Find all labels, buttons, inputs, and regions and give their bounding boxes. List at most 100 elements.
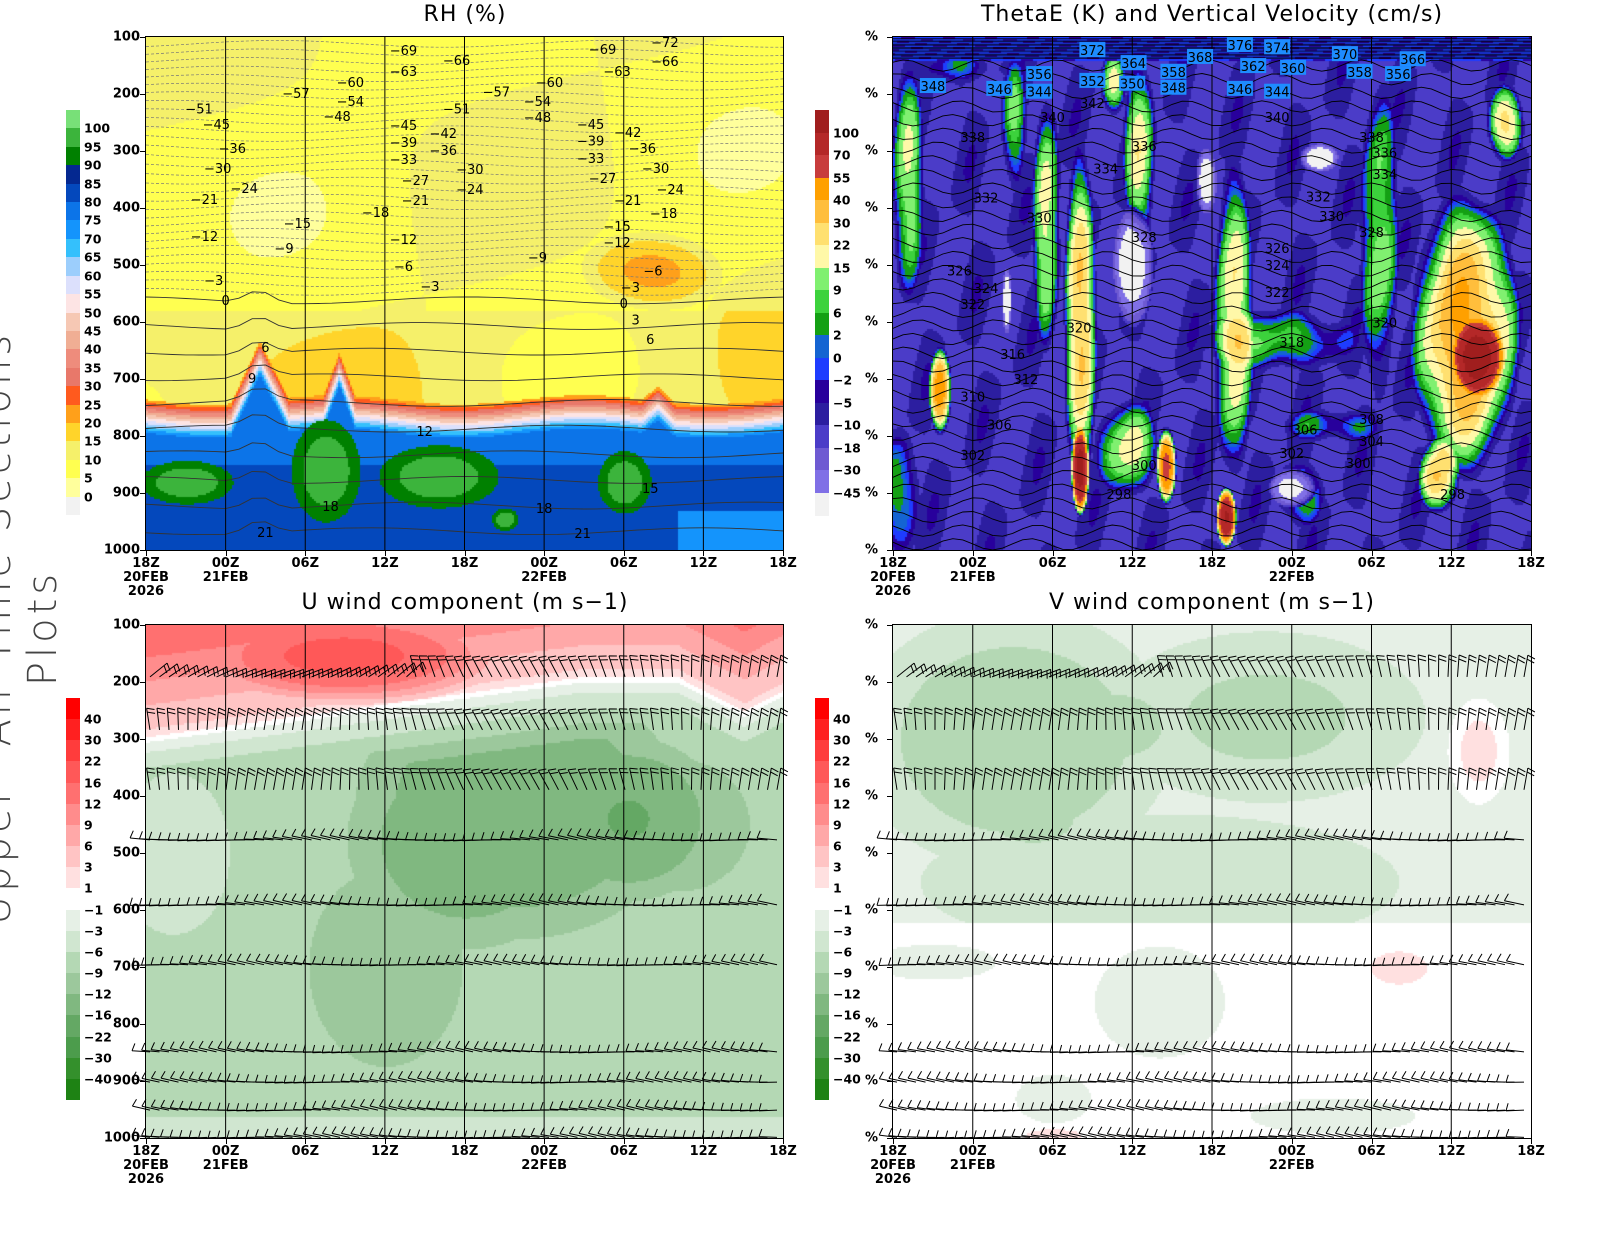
wind-barb bbox=[358, 665, 381, 678]
colorbar-swatch bbox=[66, 459, 80, 479]
wind-barb bbox=[1496, 1041, 1515, 1053]
x-tick-label: 12Z bbox=[1421, 557, 1481, 571]
wind-barb bbox=[730, 953, 749, 966]
wind-barb bbox=[1496, 953, 1515, 966]
wind-barb bbox=[529, 893, 550, 906]
wind-barb bbox=[521, 954, 540, 966]
wind-barb bbox=[245, 1074, 265, 1083]
contour-label-background bbox=[1026, 83, 1053, 99]
wind-barb bbox=[943, 896, 964, 906]
wind-barb bbox=[1154, 1041, 1173, 1053]
wind-barb bbox=[1363, 1126, 1382, 1138]
contour-label: −39 bbox=[577, 135, 604, 150]
wind-barb bbox=[673, 1100, 692, 1111]
wind-barb bbox=[1174, 768, 1185, 790]
y-tick-mark bbox=[887, 739, 893, 740]
wind-barb bbox=[1049, 1101, 1069, 1111]
rh-panel-title: RH (%) bbox=[423, 2, 507, 27]
y-tick-label: 100 bbox=[112, 29, 140, 45]
wind-barb bbox=[739, 1129, 759, 1139]
wind-barb bbox=[1448, 954, 1468, 966]
contour-label: 360 bbox=[1281, 62, 1306, 77]
contour-label: 300 bbox=[1346, 457, 1371, 472]
wind-barb bbox=[416, 1129, 436, 1138]
wind-barb bbox=[1284, 655, 1297, 678]
wind-barb bbox=[1122, 707, 1132, 730]
colorbar-label: 30 bbox=[84, 732, 102, 748]
wind-barb bbox=[462, 708, 474, 731]
wind-barb bbox=[1284, 708, 1297, 731]
wind-barb bbox=[644, 1099, 664, 1111]
wind-barb bbox=[670, 654, 680, 677]
wind-barb bbox=[1209, 768, 1221, 791]
wind-barb bbox=[1268, 1128, 1287, 1138]
wind-barb bbox=[528, 655, 540, 678]
wind-barb bbox=[1382, 1071, 1401, 1083]
contour-label: −21 bbox=[614, 194, 641, 209]
wind-barb bbox=[1040, 1101, 1059, 1111]
wind-barb bbox=[481, 894, 502, 906]
wind-barb bbox=[917, 1070, 936, 1083]
wind-barb bbox=[418, 708, 429, 731]
contour-label: 358 bbox=[1161, 66, 1186, 81]
temperature-contour-line bbox=[145, 151, 784, 159]
wind-barb bbox=[310, 893, 331, 906]
wind-barb bbox=[187, 665, 210, 678]
wind-barb bbox=[490, 894, 512, 906]
contour-label: 370 bbox=[1333, 48, 1358, 63]
wind-barb bbox=[1438, 707, 1447, 730]
wind-barb bbox=[935, 1071, 955, 1083]
colorbar-swatch bbox=[815, 698, 829, 720]
colorbar-swatch bbox=[815, 909, 829, 932]
wind-barb bbox=[1353, 957, 1373, 967]
y-tick-label: % bbox=[865, 542, 879, 558]
wind-barb bbox=[1258, 1103, 1278, 1112]
wind-barb bbox=[397, 1071, 417, 1083]
wind-barb bbox=[264, 1074, 284, 1084]
colorbar-swatch bbox=[815, 1036, 829, 1059]
wind-barb bbox=[568, 1100, 588, 1111]
wind-barb bbox=[964, 1040, 983, 1053]
wind-barb bbox=[206, 666, 229, 678]
wind-barb bbox=[934, 767, 943, 790]
colorbar-swatch bbox=[815, 1015, 829, 1038]
wind-barb bbox=[1106, 1126, 1126, 1138]
x-tick-label: 06Z bbox=[275, 1145, 335, 1159]
contour-label: 318 bbox=[1279, 336, 1304, 351]
x-tick-label-line: 2026 bbox=[874, 1172, 912, 1187]
x-tick-label-line: 18Z bbox=[769, 1144, 797, 1159]
colorbar-label: 6 bbox=[833, 305, 842, 320]
colorbar-label: −6 bbox=[833, 944, 853, 960]
wind-barb bbox=[453, 768, 464, 791]
wind-barb bbox=[310, 828, 331, 841]
contour-label: −27 bbox=[589, 172, 616, 187]
wind-barb bbox=[597, 1073, 616, 1083]
contour-label: −69 bbox=[589, 43, 616, 58]
y-tick-label: 400 bbox=[112, 788, 140, 804]
wind-barb bbox=[471, 768, 483, 791]
wind-barb bbox=[301, 707, 313, 730]
wind-barb bbox=[953, 767, 964, 790]
contour-label: −45 bbox=[203, 118, 230, 133]
wind-barb bbox=[397, 957, 417, 966]
x-tick-label-line: 18Z bbox=[1198, 1144, 1226, 1159]
x-tick-label: 00Z 21FEB bbox=[943, 557, 1003, 585]
wind-barb bbox=[711, 1072, 730, 1083]
wind-barb bbox=[1386, 767, 1396, 790]
wind-barb bbox=[1353, 1099, 1373, 1111]
wind-barb bbox=[1211, 953, 1230, 966]
contour-label: 332 bbox=[1306, 191, 1331, 206]
wind-barb bbox=[1143, 662, 1165, 678]
wind-barb bbox=[1156, 768, 1167, 790]
contour-label: 298 bbox=[1107, 488, 1132, 503]
wind-barb bbox=[945, 954, 964, 966]
y-tick-mark bbox=[887, 550, 893, 551]
wind-barb-row bbox=[129, 828, 778, 842]
wind-barb bbox=[907, 956, 926, 966]
x-tick-label-line: 06Z bbox=[1357, 1144, 1386, 1159]
temperature-contour-line bbox=[145, 262, 784, 270]
wind-barb bbox=[378, 1127, 398, 1138]
wind-barb bbox=[255, 1129, 274, 1138]
wind-barb bbox=[384, 767, 393, 790]
wind-barb bbox=[502, 1042, 521, 1053]
